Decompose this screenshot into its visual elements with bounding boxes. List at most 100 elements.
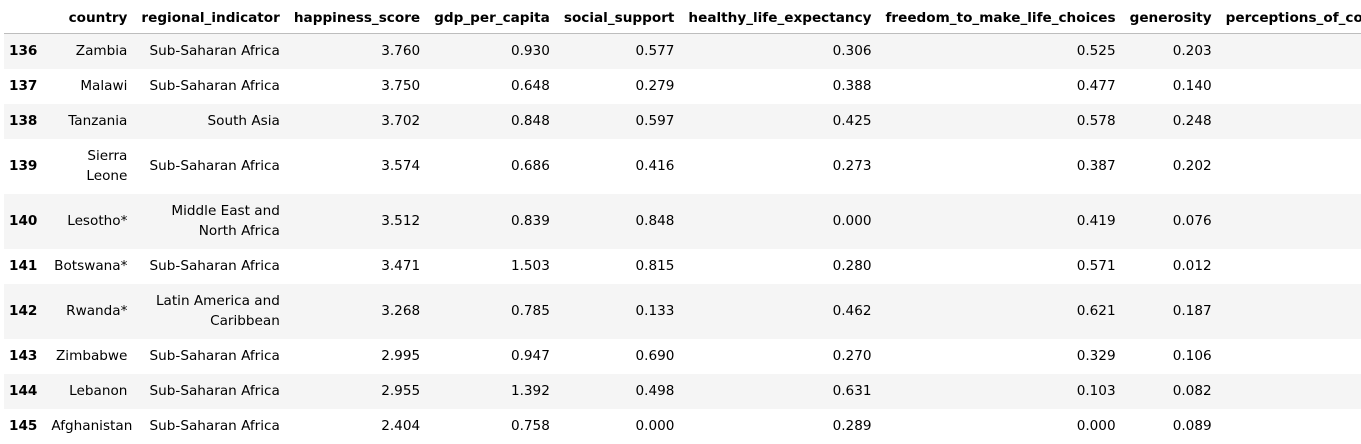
- cell-perceptions-of-corruption: 0.083: [1219, 34, 1361, 69]
- cell-generosity: 0.012: [1123, 249, 1219, 284]
- cell-healthy-life-expectancy: 0.000: [681, 194, 878, 249]
- cell-generosity: 0.187: [1123, 284, 1219, 339]
- cell-gdp-per-capita: 0.930: [427, 34, 557, 69]
- table-row: 142 Rwanda* Latin America and Caribbean 3.2…: [4, 284, 1361, 339]
- cell-perceptions-of-corruption: 0.018: [1219, 194, 1361, 249]
- cell-healthy-life-expectancy: 0.289: [681, 409, 878, 444]
- cell-generosity: 0.248: [1123, 104, 1219, 139]
- row-index: 144: [4, 374, 44, 409]
- cell-generosity: 0.106: [1123, 339, 1219, 374]
- cell-regional-indicator: South Asia: [134, 104, 286, 139]
- cell-healthy-life-expectancy: 0.462: [681, 284, 878, 339]
- cell-gdp-per-capita: 0.848: [427, 104, 557, 139]
- cell-regional-indicator: Sub-Saharan Africa: [134, 34, 286, 69]
- cell-country: Zimbabwe: [44, 339, 134, 374]
- cell-freedom-to-make-life-choices: 0.525: [879, 34, 1123, 69]
- cell-perceptions-of-corruption: 0.034: [1219, 374, 1361, 409]
- cell-happiness-score: 3.471: [287, 249, 427, 284]
- row-index: 139: [4, 139, 44, 194]
- cell-social-support: 0.597: [557, 104, 682, 139]
- cell-generosity: 0.076: [1123, 194, 1219, 249]
- row-index: 140: [4, 194, 44, 249]
- cell-healthy-life-expectancy: 0.631: [681, 374, 878, 409]
- cell-gdp-per-capita: 0.839: [427, 194, 557, 249]
- cell-social-support: 0.690: [557, 339, 682, 374]
- cell-country: Botswana*: [44, 249, 134, 284]
- cell-country: Rwanda*: [44, 284, 134, 339]
- header-perceptions-of-corruption: perceptions_of_corruption: [1219, 0, 1361, 34]
- table-row: 143 Zimbabwe Sub-Saharan Africa 2.995 0.947 0…: [4, 339, 1361, 374]
- cell-gdp-per-capita: 1.392: [427, 374, 557, 409]
- cell-social-support: 0.000: [557, 409, 682, 444]
- header-gdp-per-capita: gdp_per_capita: [427, 0, 557, 34]
- cell-country: Zambia: [44, 34, 134, 69]
- row-index: 145: [4, 409, 44, 444]
- cell-generosity: 0.082: [1123, 374, 1219, 409]
- cell-regional-indicator: Sub-Saharan Africa: [134, 69, 286, 104]
- cell-regional-indicator: Sub-Saharan Africa: [134, 139, 286, 194]
- table-row: 139 Sierra Leone Sub-Saharan Africa 3.574 0.…: [4, 139, 1361, 194]
- table-header: country regional_indicator happiness_score…: [4, 0, 1361, 34]
- cell-freedom-to-make-life-choices: 0.578: [879, 104, 1123, 139]
- cell-freedom-to-make-life-choices: 0.103: [879, 374, 1123, 409]
- table-row: 144 Lebanon Sub-Saharan Africa 2.955 1.392 0.…: [4, 374, 1361, 409]
- cell-country: Tanzania: [44, 104, 134, 139]
- header-healthy-life-expectancy: healthy_life_expectancy: [681, 0, 878, 34]
- header-social-support: social_support: [557, 0, 682, 34]
- cell-happiness-score: 2.955: [287, 374, 427, 409]
- cell-freedom-to-make-life-choices: 0.571: [879, 249, 1123, 284]
- cell-generosity: 0.203: [1123, 34, 1219, 69]
- row-index: 143: [4, 339, 44, 374]
- cell-happiness-score: 3.574: [287, 139, 427, 194]
- cell-gdp-per-capita: 0.947: [427, 339, 557, 374]
- cell-generosity: 0.140: [1123, 69, 1219, 104]
- cell-healthy-life-expectancy: 0.273: [681, 139, 878, 194]
- cell-regional-indicator: Sub-Saharan Africa: [134, 249, 286, 284]
- cell-happiness-score: 3.750: [287, 69, 427, 104]
- dataframe-table: country regional_indicator happiness_score…: [4, 0, 1361, 444]
- cell-perceptions-of-corruption: 0.055: [1219, 139, 1361, 194]
- cell-gdp-per-capita: 0.758: [427, 409, 557, 444]
- table-row: 141 Botswana* Sub-Saharan Africa 3.471 1.503…: [4, 249, 1361, 284]
- cell-gdp-per-capita: 0.785: [427, 284, 557, 339]
- cell-gdp-per-capita: 0.686: [427, 139, 557, 194]
- cell-generosity: 0.089: [1123, 409, 1219, 444]
- cell-social-support: 0.815: [557, 249, 682, 284]
- cell-healthy-life-expectancy: 0.280: [681, 249, 878, 284]
- header-regional-indicator: regional_indicator: [134, 0, 286, 34]
- cell-social-support: 0.577: [557, 34, 682, 69]
- cell-happiness-score: 3.760: [287, 34, 427, 69]
- cell-happiness-score: 2.404: [287, 409, 427, 444]
- table-row: 136 Zambia Sub-Saharan Africa 3.760 0.930 0.5…: [4, 34, 1361, 69]
- cell-perceptions-of-corruption: 0.270: [1219, 104, 1361, 139]
- cell-country: Lesotho*: [44, 194, 134, 249]
- cell-freedom-to-make-life-choices: 0.000: [879, 409, 1123, 444]
- cell-perceptions-of-corruption: 0.005: [1219, 409, 1361, 444]
- header-country: country: [44, 0, 134, 34]
- cell-freedom-to-make-life-choices: 0.387: [879, 139, 1123, 194]
- header-row: country regional_indicator happiness_score…: [4, 0, 1361, 34]
- cell-happiness-score: 3.512: [287, 194, 427, 249]
- cell-freedom-to-make-life-choices: 0.329: [879, 339, 1123, 374]
- table-row: 140 Lesotho* Middle East and North Africa 3…: [4, 194, 1361, 249]
- cell-freedom-to-make-life-choices: 0.621: [879, 284, 1123, 339]
- cell-country: Afghanistan: [44, 409, 134, 444]
- cell-regional-indicator: Middle East and North Africa: [134, 194, 286, 249]
- cell-happiness-score: 3.268: [287, 284, 427, 339]
- table-row: 137 Malawi Sub-Saharan Africa 3.750 0.648 0.2…: [4, 69, 1361, 104]
- cell-social-support: 0.279: [557, 69, 682, 104]
- cell-social-support: 0.848: [557, 194, 682, 249]
- row-index: 136: [4, 34, 44, 69]
- cell-regional-indicator: Sub-Saharan Africa: [134, 409, 286, 444]
- cell-regional-indicator: Sub-Saharan Africa: [134, 339, 286, 374]
- table-body: 136 Zambia Sub-Saharan Africa 3.760 0.930 0.5…: [4, 34, 1361, 444]
- cell-freedom-to-make-life-choices: 0.477: [879, 69, 1123, 104]
- cell-regional-indicator: Sub-Saharan Africa: [134, 374, 286, 409]
- cell-country: Lebanon: [44, 374, 134, 409]
- cell-perceptions-of-corruption: 0.544: [1219, 284, 1361, 339]
- cell-gdp-per-capita: 1.503: [427, 249, 557, 284]
- cell-happiness-score: 3.702: [287, 104, 427, 139]
- cell-healthy-life-expectancy: 0.270: [681, 339, 878, 374]
- cell-perceptions-of-corruption: 0.105: [1219, 339, 1361, 374]
